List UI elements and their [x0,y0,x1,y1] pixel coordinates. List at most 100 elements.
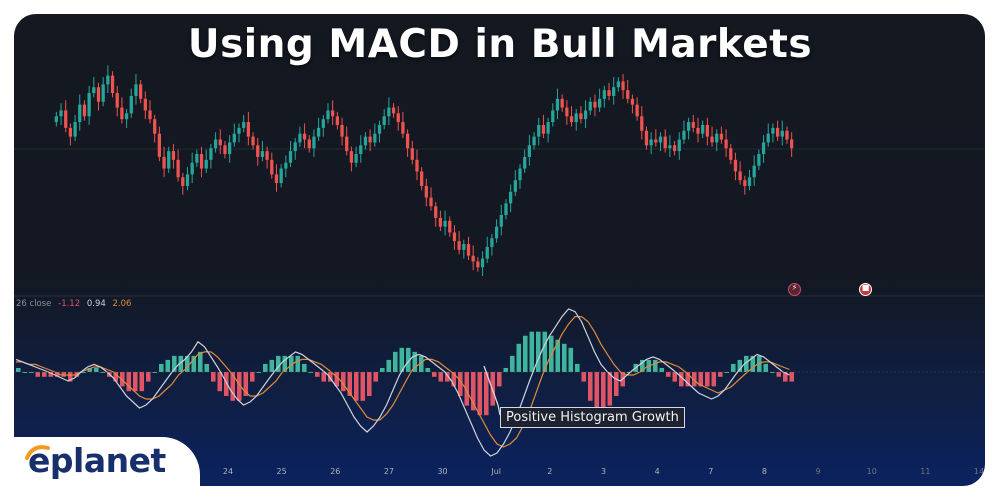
candle [724,129,728,157]
candle [293,138,297,160]
candle [59,103,63,125]
candle [68,123,73,146]
histogram-bar [471,372,476,411]
histogram-bar [341,372,346,392]
candle [302,123,307,149]
candle [480,251,485,276]
candle [134,74,138,105]
histogram-bar [419,355,424,372]
candle [410,140,414,165]
candle [139,79,143,104]
x-tick-label: 9 [816,467,821,476]
candle [640,106,644,140]
candle [270,152,274,179]
candle [448,216,452,237]
histogram-bar [412,351,418,372]
histogram-bar [360,372,366,401]
histogram-bar [464,372,470,406]
candle [401,111,405,139]
histogram-bar [718,372,723,377]
candle [363,132,368,150]
candle [284,155,288,178]
candle [541,114,546,139]
candle [298,126,302,147]
candle [658,132,663,152]
histogram-bar [731,363,736,372]
candle [668,135,672,157]
histogram-bar [22,372,28,373]
candle [583,100,588,128]
histogram-bar [659,367,665,372]
event-flag-icon[interactable]: ■ [859,283,872,296]
macd-value: -1.12 [58,299,81,309]
candle [607,82,611,101]
candle [288,140,293,168]
candle [377,120,382,143]
histogram-bar [685,372,691,387]
histogram-bar [705,372,710,387]
histogram-bar [373,372,379,382]
candle [747,170,752,191]
x-tick-label: 7 [708,467,713,476]
x-tick-label: 24 [223,467,233,476]
histogram-bar [406,347,411,372]
histogram-bar [282,355,288,372]
histogram-bar [29,372,34,373]
candle [405,129,410,157]
candle [438,210,443,231]
histogram-bar [263,363,268,372]
histogram-bar [16,367,21,372]
candle [349,146,354,172]
candle [466,236,471,261]
candle [471,245,475,271]
histogram-bar [126,372,132,392]
histogram-bar [204,363,210,372]
histogram-bar [555,339,561,372]
histogram-bar [237,372,242,401]
histogram-bar [354,372,359,401]
candle [715,129,719,152]
candle [682,120,686,144]
candle [424,178,428,207]
event-flash-icon[interactable]: ⚡ [788,283,801,296]
histogram-bar [776,372,782,377]
histogram-bar [568,347,574,372]
histogram-bar [295,355,301,372]
candle [124,109,129,128]
candle [199,146,204,178]
histogram-bar [750,355,756,372]
histogram-bar [724,372,730,373]
candle [274,164,279,192]
candle [64,100,68,133]
x-tick-label: 11 [920,467,930,476]
macd-line [15,308,790,457]
candle [185,167,190,191]
candle [256,138,260,166]
candle [321,114,325,137]
histogram-bar [94,367,99,372]
candle [785,126,789,144]
histogram-bar [347,372,353,396]
histogram-bar [679,372,684,387]
histogram-bar [386,359,392,372]
candle [710,126,714,147]
candle [569,106,574,127]
x-tick-label: 27 [384,467,394,476]
candle [696,117,700,143]
candle [92,77,96,98]
candle [87,85,91,125]
candle [775,120,780,141]
candle [649,132,653,155]
histogram-bar [607,372,613,406]
candle [209,143,213,169]
candle [162,146,166,178]
candle [555,88,560,120]
candle [373,123,377,147]
candle [738,161,742,185]
histogram-bar [594,372,600,411]
candle [630,94,635,114]
histogram-bar [198,351,203,372]
candle [326,103,330,124]
annotation-label: Positive Histogram Growth [500,407,685,428]
histogram-bar [529,331,535,372]
